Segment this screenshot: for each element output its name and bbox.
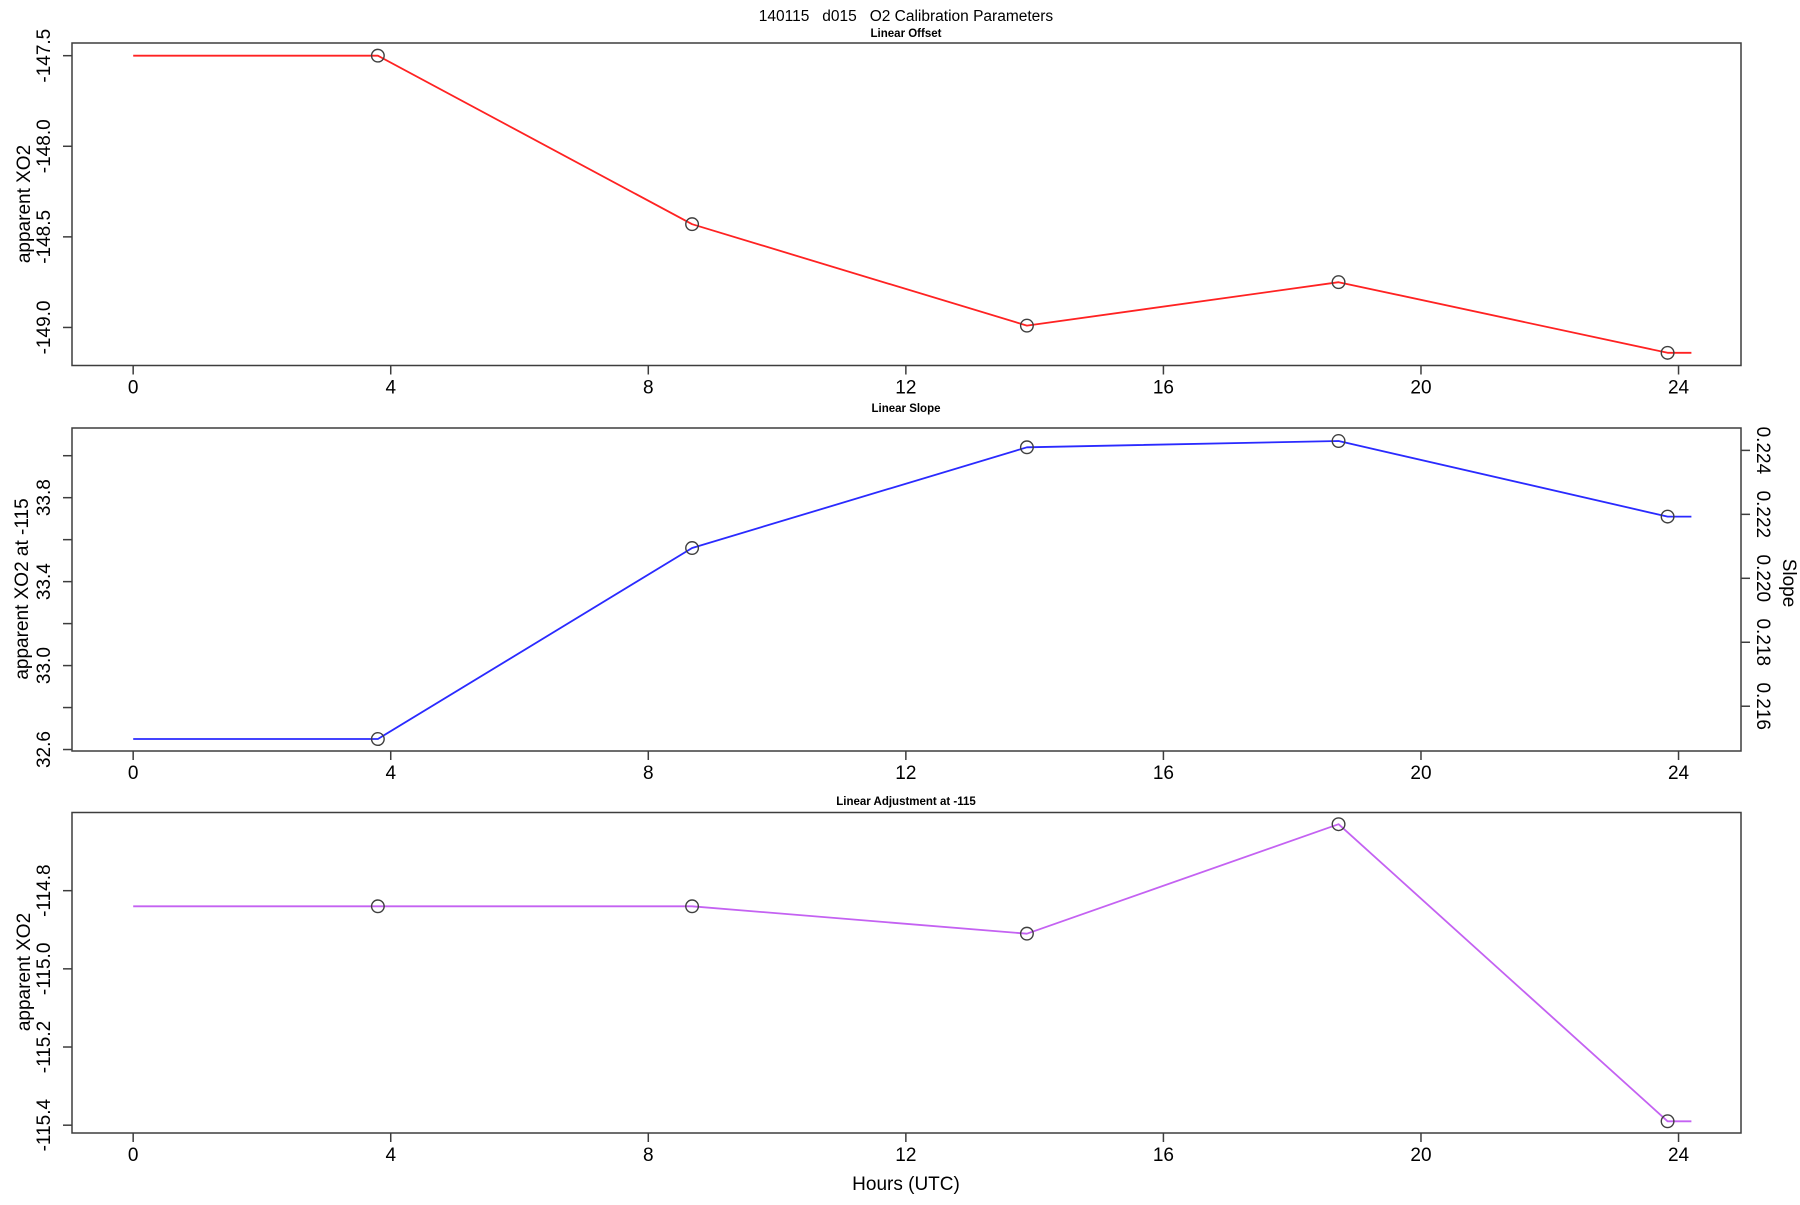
panel2-series-line [133, 440, 1692, 740]
x-tick-label: 16 [1153, 1145, 1174, 1166]
y-tick-label: -149.0 [34, 301, 55, 355]
panel2-data-point [685, 541, 700, 556]
x-tick-label: 4 [385, 1145, 396, 1166]
panel3-series-line [133, 823, 1692, 1123]
x-tick-label: 0 [128, 1145, 139, 1166]
x-tick-label: 20 [1410, 1145, 1431, 1166]
x-tick-label: 12 [895, 378, 916, 399]
panel1-data-point [1331, 275, 1346, 290]
panel2-title: Linear Slope [871, 403, 940, 415]
y-tick-label: -148.0 [34, 119, 55, 173]
x-tick-label: 12 [895, 763, 916, 784]
panel3-data-point [1331, 817, 1346, 832]
x-tick-label: 8 [643, 378, 654, 399]
panel1-series-line [133, 54, 1692, 354]
x-tick-label: 8 [643, 763, 654, 784]
right-y-tick-label: 0.218 [1752, 618, 1773, 666]
x-tick-label: 4 [385, 378, 396, 399]
x-tick-label: 24 [1668, 378, 1690, 399]
y-tick-label: -114.8 [34, 864, 55, 916]
panel3-y-axis-label: apparent XO2 [14, 913, 35, 1031]
panel1-title: Linear Offset [871, 28, 942, 40]
panel3-data-point [1660, 1114, 1675, 1129]
x-tick-label: 24 [1668, 763, 1690, 784]
y-tick-label: -147.5 [34, 29, 55, 83]
x-tick-label: 20 [1410, 378, 1431, 399]
panel1-frame [71, 42, 1742, 367]
y-tick-label: 33.4 [34, 563, 55, 600]
right-y-tick-label: 0.222 [1752, 491, 1773, 539]
x-tick-label: 16 [1153, 763, 1174, 784]
y-tick-label: -115.0 [34, 943, 55, 995]
panel1-data-point [685, 217, 700, 232]
panel3-data-point [370, 899, 385, 914]
panel2-data-point [370, 732, 385, 747]
panel3-data-point [685, 899, 700, 914]
panel1-data-point [370, 48, 385, 63]
y-tick-label: -115.4 [34, 1099, 55, 1152]
right-y-tick-label: 0.224 [1752, 427, 1773, 475]
x-tick-label: 24 [1668, 1145, 1690, 1166]
right-y-tick-label: 0.216 [1752, 682, 1773, 730]
panel2-data-point [1331, 434, 1346, 449]
panel3-frame [71, 811, 1742, 1134]
x-tick-label: 8 [643, 1145, 654, 1166]
x-tick-label: 12 [895, 1145, 916, 1166]
y-tick-label: -148.5 [34, 210, 55, 264]
x-tick-label: 16 [1153, 378, 1174, 399]
main-title: 140115 d015 O2 Calibration Parameters [759, 8, 1054, 25]
right-y-tick-label: 0.220 [1752, 555, 1773, 603]
x-tick-label: 0 [128, 378, 139, 399]
y-tick-label: 33.0 [34, 647, 55, 684]
x-tick-label: 20 [1410, 763, 1431, 784]
y-tick-label: 32.6 [34, 731, 55, 768]
x-tick-label: 0 [128, 763, 139, 784]
panel1-data-point [1660, 345, 1675, 360]
panel1-y-axis-label: apparent XO2 [14, 145, 35, 263]
x-tick-label: 4 [385, 763, 396, 784]
x-axis-label: Hours (UTC) [852, 1174, 960, 1195]
y-tick-label: 33.8 [34, 479, 55, 516]
panel2-data-point [1660, 509, 1675, 524]
panel1-data-point [1019, 318, 1034, 333]
panel2-right-y-axis-label: Slope [1778, 559, 1799, 608]
panel3-title: Linear Adjustment at -115 [836, 796, 976, 808]
panel2-y-axis-label: apparent XO2 at -115 [12, 498, 33, 679]
panel2-data-point [1019, 440, 1034, 455]
panel3-data-point [1019, 926, 1034, 941]
y-tick-label: -115.2 [34, 1021, 55, 1073]
